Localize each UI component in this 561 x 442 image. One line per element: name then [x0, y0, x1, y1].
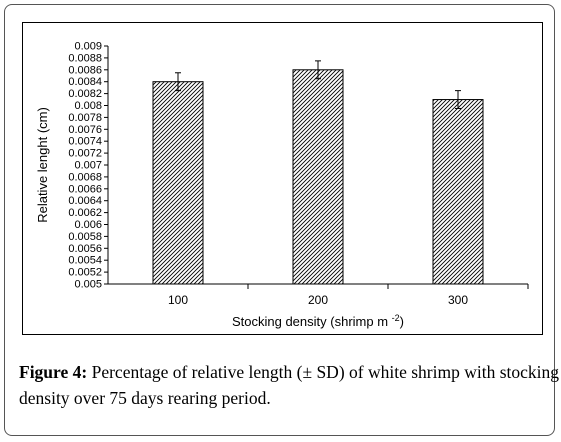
figure-frame: 0.009 0.0088 0.0086 0.0084 0.0082 0.008 0.0078…: [4, 4, 559, 436]
y-tick-label: 0.008: [74, 100, 102, 112]
figure-label: Figure 4:: [19, 362, 88, 382]
bar: [432, 99, 484, 285]
y-tick-label: 0.0054: [68, 255, 102, 267]
y-tick-label: 0.0062: [68, 207, 102, 219]
x-axis-label-text: Stocking density (shrimp m: [232, 314, 392, 329]
x-tick-label: 300: [448, 293, 468, 307]
y-tick-label: 0.0078: [68, 112, 102, 124]
y-axis-label: Relative lenght (cm): [35, 107, 50, 223]
y-tick-label: 0.0088: [68, 52, 102, 64]
bar: [152, 81, 204, 285]
figure-caption: Figure 4: Percentage of relative length …: [19, 359, 559, 411]
y-tick-label: 0.009: [74, 41, 102, 53]
chart-area: 0.009 0.0088 0.0086 0.0084 0.0082 0.008 0.0078…: [22, 22, 543, 335]
y-tick-label: 0.0084: [68, 76, 102, 88]
y-tick-label: 0.0066: [68, 183, 102, 195]
x-axis-label-superscript: -2: [392, 313, 400, 323]
y-tick-label: 0.006: [74, 219, 102, 231]
y-tick-label: 0.0082: [68, 88, 102, 100]
x-tick-label: 200: [308, 293, 328, 307]
x-axis-label-end: ): [400, 314, 404, 329]
y-tick-label: 0.0068: [68, 171, 102, 183]
y-tick-label: 0.0072: [68, 148, 102, 160]
y-tick-label: 0.0086: [68, 64, 102, 76]
y-tick-label: 0.0076: [68, 124, 102, 136]
x-tick-label: 100: [168, 293, 188, 307]
y-tick-label: 0.0052: [68, 267, 102, 279]
caption-text: Percentage of relative length (± SD) of …: [19, 362, 560, 408]
y-tick-label: 0.0058: [68, 231, 102, 243]
y-tick-label: 0.005: [74, 279, 102, 291]
y-tick-label: 0.0074: [68, 136, 102, 148]
y-tick-label: 0.0056: [68, 243, 102, 255]
bar-chart: 0.0090.00880.00860.00840.00820.0080.0078…: [35, 41, 529, 329]
y-tick-label: 0.0064: [68, 195, 102, 207]
bar: [292, 69, 344, 285]
y-tick-label: 0.007: [74, 160, 102, 172]
x-axis-label: Stocking density (shrimp m -2): [232, 313, 404, 329]
